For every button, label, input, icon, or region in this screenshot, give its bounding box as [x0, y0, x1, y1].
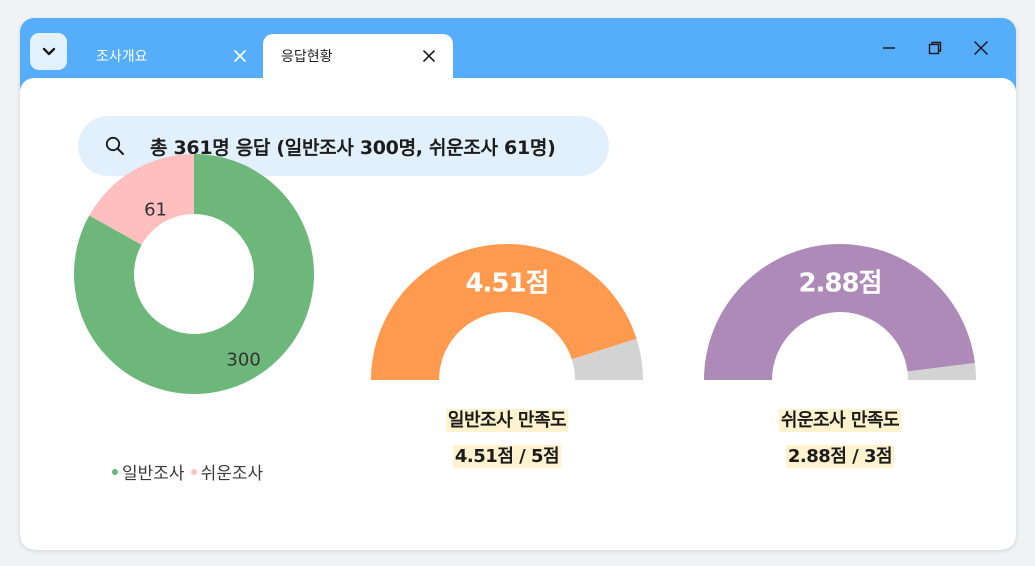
tab-close-button[interactable] [419, 46, 439, 66]
legend-item-general[interactable]: 일반조사 [112, 459, 185, 484]
tab-survey-overview[interactable]: 조사개요 [80, 34, 264, 78]
minimize-button[interactable] [877, 36, 901, 60]
legend-marker [112, 468, 118, 475]
restore-button[interactable] [923, 36, 947, 60]
legend-item-easy[interactable]: 쉬운조사 [190, 459, 264, 484]
donut-slice-general[interactable] [73, 154, 315, 395]
legend-marker [190, 468, 197, 475]
tab-close-button[interactable] [230, 46, 250, 66]
tab-label: 조사개요 [96, 49, 148, 65]
app-window: 조사개요 응답현황 [20, 18, 1016, 550]
gauge-center-label: 2.88점 [798, 269, 881, 299]
tab-label: 응답현황 [281, 49, 333, 65]
gauge-remainder-arc [571, 338, 643, 380]
minimize-icon [883, 47, 895, 49]
restore-icon [928, 41, 942, 55]
close-icon [423, 50, 435, 62]
search-icon [104, 135, 126, 157]
gauge-remainder-arc [907, 362, 976, 380]
close-icon [234, 50, 246, 62]
gauge-center-label: 4.51점 [465, 269, 548, 299]
donut-data-label: 61 [144, 199, 167, 220]
main-content: 총 361명 응답 (일반조사 300명, 쉬운조사 61명) 300 61 4.… [20, 78, 1016, 550]
title-bar: 조사개요 응답현황 [20, 18, 1016, 78]
tab-response-status[interactable]: 응답현황 [263, 34, 453, 78]
general-satisfaction-title: 일반조사 만족도 [445, 409, 569, 432]
search-summary-text: 총 361명 응답 (일반조사 300명, 쉬운조사 61명) [150, 136, 556, 159]
close-window-button[interactable] [969, 36, 993, 60]
menu-button[interactable] [30, 33, 67, 70]
response-donut-chart: 300 61 [73, 154, 315, 395]
chevron-down-icon [42, 47, 55, 55]
general-satisfaction-score: 4.51점 / 5점 [452, 445, 562, 468]
general-satisfaction-gauge: 4.51점 [371, 244, 643, 380]
gauge-value-arc[interactable] [704, 243, 975, 380]
legend-label: 일반조사 [122, 464, 185, 484]
gauge-value-arc[interactable] [371, 244, 637, 380]
donut-slice-easy[interactable] [89, 154, 194, 245]
easy-satisfaction-title: 쉬운조사 만족도 [778, 409, 902, 432]
charts-canvas: 300 61 4.51점 2.88점 [73, 154, 976, 395]
close-icon [974, 41, 988, 55]
easy-satisfaction-score: 2.88점 / 3점 [785, 445, 895, 468]
easy-satisfaction-gauge: 2.88점 [704, 243, 976, 380]
donut-legend: 일반조사 쉬운조사 [112, 459, 282, 484]
legend-label: 쉬운조사 [200, 464, 264, 484]
donut-data-label: 300 [226, 350, 260, 371]
